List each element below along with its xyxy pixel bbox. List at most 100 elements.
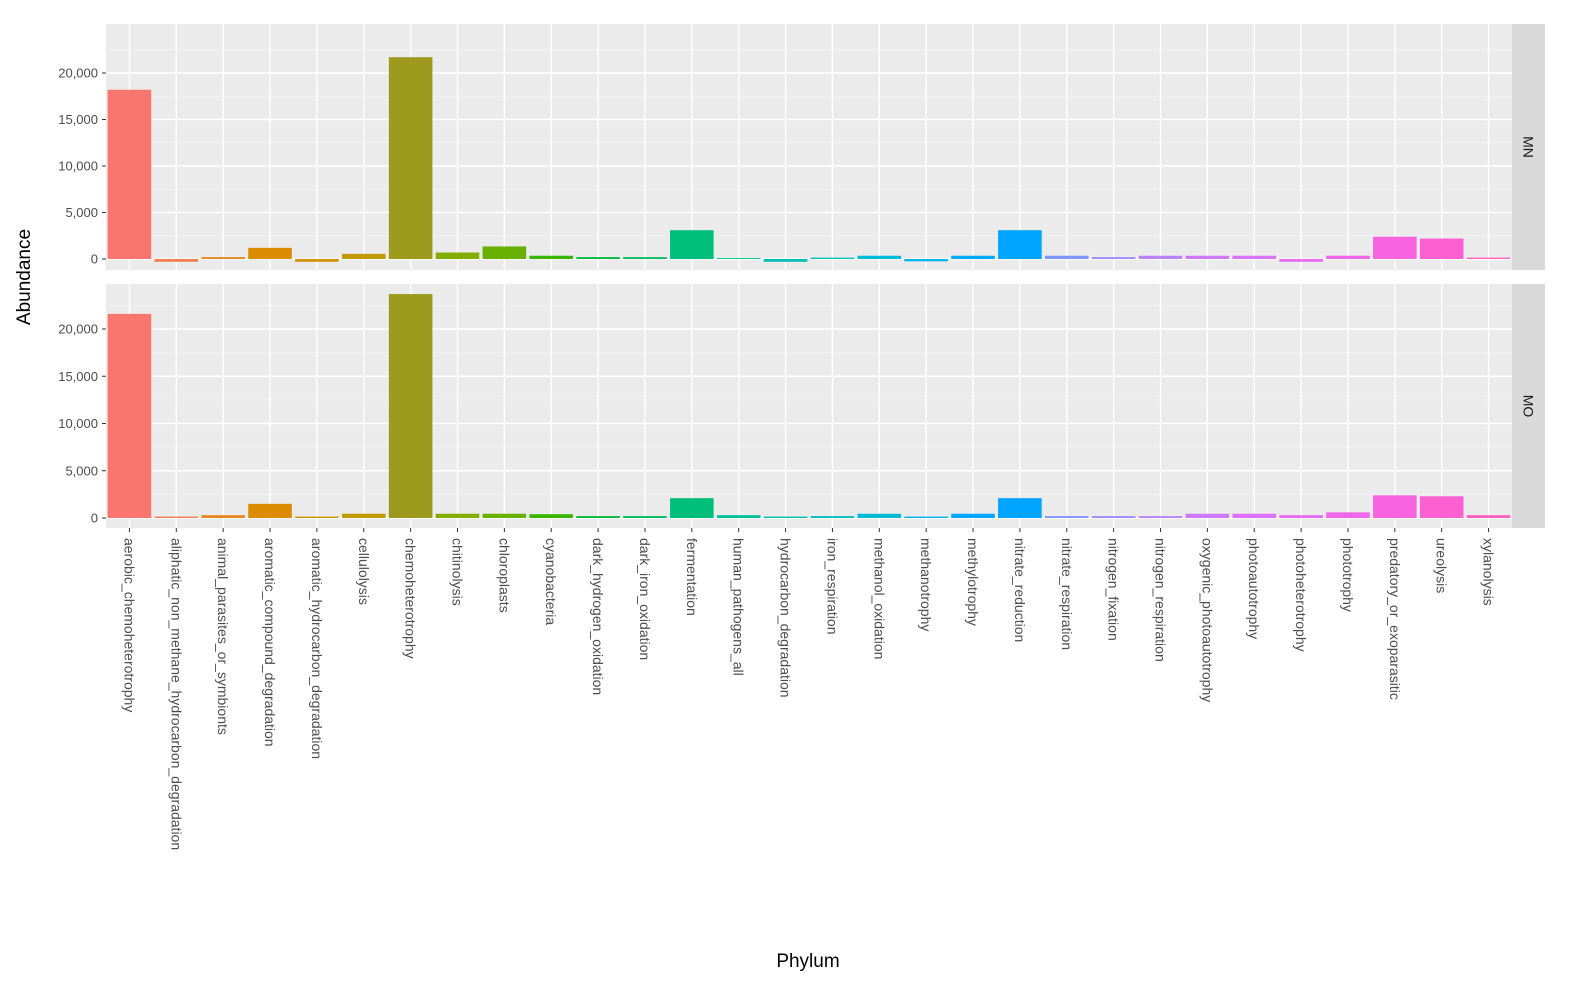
- bar-hydrocarbon-degradation: [763, 516, 808, 518]
- bar-phototrophy: [1326, 255, 1370, 259]
- bar-cyanobacteria: [529, 255, 574, 259]
- bar-nitrogen-respiration: [1138, 255, 1183, 259]
- bar-xylanolysis: [1466, 515, 1511, 518]
- bar-nitrogen-fixation: [1091, 257, 1136, 259]
- bar-xylanolysis: [1466, 257, 1511, 259]
- bar-nitrate-respiration: [1044, 516, 1089, 518]
- bar-cellulolysis: [341, 513, 386, 518]
- x-tick-label: methanotrophy: [918, 538, 934, 631]
- bar-chloroplasts: [482, 246, 527, 259]
- x-tick-label: nitrogen_fixation: [1106, 538, 1122, 641]
- y-tick-label: 15,000: [58, 369, 98, 384]
- x-tick-label: oxygenic_photoautotrophy: [1199, 538, 1215, 702]
- x-tick-label: dark_iron_oxidation: [637, 538, 653, 660]
- bar-methylotrophy: [951, 513, 995, 518]
- x-tick-label: nitrate_reduction: [1012, 538, 1028, 642]
- bar-aromatic-hydrocarbon-degradation: [295, 259, 339, 262]
- panel-background: [106, 24, 1512, 270]
- bar-iron-respiration: [810, 516, 855, 518]
- facet-strip-label: MN: [1521, 136, 1537, 158]
- y-tick-label: 5,000: [65, 205, 98, 220]
- bar-methylotrophy: [951, 255, 995, 259]
- x-tick-label: ureolysis: [1434, 538, 1450, 593]
- x-tick-label: animal_parasites_or_symbionts: [215, 538, 231, 735]
- x-tick-label: human_pathogens_all: [731, 538, 747, 676]
- bar-dark-iron-oxidation: [623, 257, 667, 259]
- bar-methanotrophy: [904, 259, 948, 262]
- bar-ureolysis: [1419, 496, 1464, 518]
- facet-panel-mo: 0 5,000 10,000 15,000 20,000 MO: [58, 284, 1545, 528]
- x-tick-label: hydrocarbon_degradation: [778, 538, 794, 698]
- x-axis-labels: aerobic_chemoheterotrophy aliphatic_non_m…: [121, 528, 1497, 850]
- bar-aliphatic-non-methane-hydrocarbon-degradation: [154, 516, 199, 518]
- x-tick-label: chemoheterotrophy: [403, 538, 419, 659]
- x-tick-label: phototrophy: [1340, 538, 1356, 612]
- bar-nitrogen-fixation: [1091, 516, 1136, 518]
- x-tick-label: nitrogen_respiration: [1153, 538, 1169, 662]
- x-tick-label: photoautotrophy: [1246, 538, 1262, 639]
- bar-dark-iron-oxidation: [623, 516, 667, 518]
- bar-chitinolysis: [435, 513, 480, 518]
- x-tick-label: aromatic_compound_degradation: [262, 538, 278, 747]
- y-tick-label: 20,000: [58, 66, 98, 81]
- facet-strip: [1512, 24, 1545, 270]
- bar-photoheterotrophy: [1279, 515, 1323, 518]
- x-tick-label: aerobic_chemoheterotrophy: [121, 538, 137, 712]
- bar-fermentation: [670, 230, 714, 259]
- bar-photoautotrophy: [1232, 513, 1277, 518]
- bar-dark-hydrogen-oxidation: [576, 516, 620, 518]
- x-tick-label: xylanolysis: [1481, 538, 1497, 606]
- x-tick-label: cellulolysis: [356, 538, 372, 605]
- y-tick-label: 0: [91, 252, 98, 267]
- bar-hydrocarbon-degradation: [763, 259, 808, 262]
- bar-photoheterotrophy: [1279, 259, 1323, 262]
- bar-methanotrophy: [904, 516, 948, 518]
- y-tick-label: 20,000: [58, 322, 98, 337]
- x-tick-label: methylotrophy: [965, 538, 981, 626]
- x-tick-label: aliphatic_non_methane_hydrocarbon_degrad…: [168, 538, 184, 850]
- x-tick-label: cyanobacteria: [543, 538, 559, 625]
- bar-aliphatic-non-methane-hydrocarbon-degradation: [154, 259, 199, 262]
- bar-predatory-or-exoparasitic: [1373, 236, 1417, 259]
- bar-animal-parasites-or-symbionts: [201, 257, 245, 259]
- bar-nitrate-respiration: [1044, 255, 1089, 259]
- bar-animal-parasites-or-symbionts: [201, 515, 245, 518]
- facet-strip: [1512, 284, 1545, 528]
- bar-cellulolysis: [341, 253, 386, 259]
- y-tick-label: 10,000: [58, 416, 98, 431]
- bar-aromatic-compound-degradation: [248, 503, 292, 518]
- x-tick-label: methanol_oxidation: [871, 538, 887, 659]
- bar-nitrogen-respiration: [1138, 516, 1183, 518]
- bar-nitrate-reduction: [998, 230, 1042, 259]
- x-tick-label: iron_respiration: [824, 538, 840, 635]
- bar-nitrate-reduction: [998, 498, 1042, 518]
- bar-human-pathogens-all: [716, 515, 761, 518]
- x-tick-label: chloroplasts: [496, 538, 512, 613]
- y-tick-label: 5,000: [65, 463, 98, 478]
- x-tick-label: predatory_or_exoparasitic: [1387, 538, 1403, 700]
- bar-iron-respiration: [810, 257, 855, 259]
- bar-methanol-oxidation: [857, 513, 902, 518]
- bar-oxygenic-photoautotrophy: [1185, 513, 1230, 518]
- bar-photoautotrophy: [1232, 255, 1277, 259]
- bar-cyanobacteria: [529, 514, 574, 518]
- x-axis-title: Phylum: [776, 951, 839, 972]
- bar-aerobic-chemoheterotrophy: [107, 313, 152, 518]
- bar-methanol-oxidation: [857, 255, 902, 259]
- y-tick-label: 10,000: [58, 159, 98, 174]
- bar-aerobic-chemoheterotrophy: [107, 89, 152, 260]
- x-tick-label: photoheterotrophy: [1293, 538, 1309, 652]
- y-tick-label: 15,000: [58, 112, 98, 127]
- bar-phototrophy: [1326, 512, 1370, 518]
- y-tick-label: 0: [91, 511, 98, 526]
- bar-oxygenic-photoautotrophy: [1185, 255, 1230, 259]
- y-axis-title: Abundance: [14, 229, 35, 325]
- panel-background: [106, 284, 1512, 528]
- facet-strip-label: MO: [1521, 395, 1537, 418]
- facet-panel-mn: 0 5,000 10,000 15,000 20,000 MN: [58, 24, 1545, 270]
- bar-ureolysis: [1419, 238, 1464, 259]
- bar-chitinolysis: [435, 252, 480, 259]
- bar-human-pathogens-all: [716, 258, 761, 259]
- bar-chloroplasts: [482, 513, 527, 518]
